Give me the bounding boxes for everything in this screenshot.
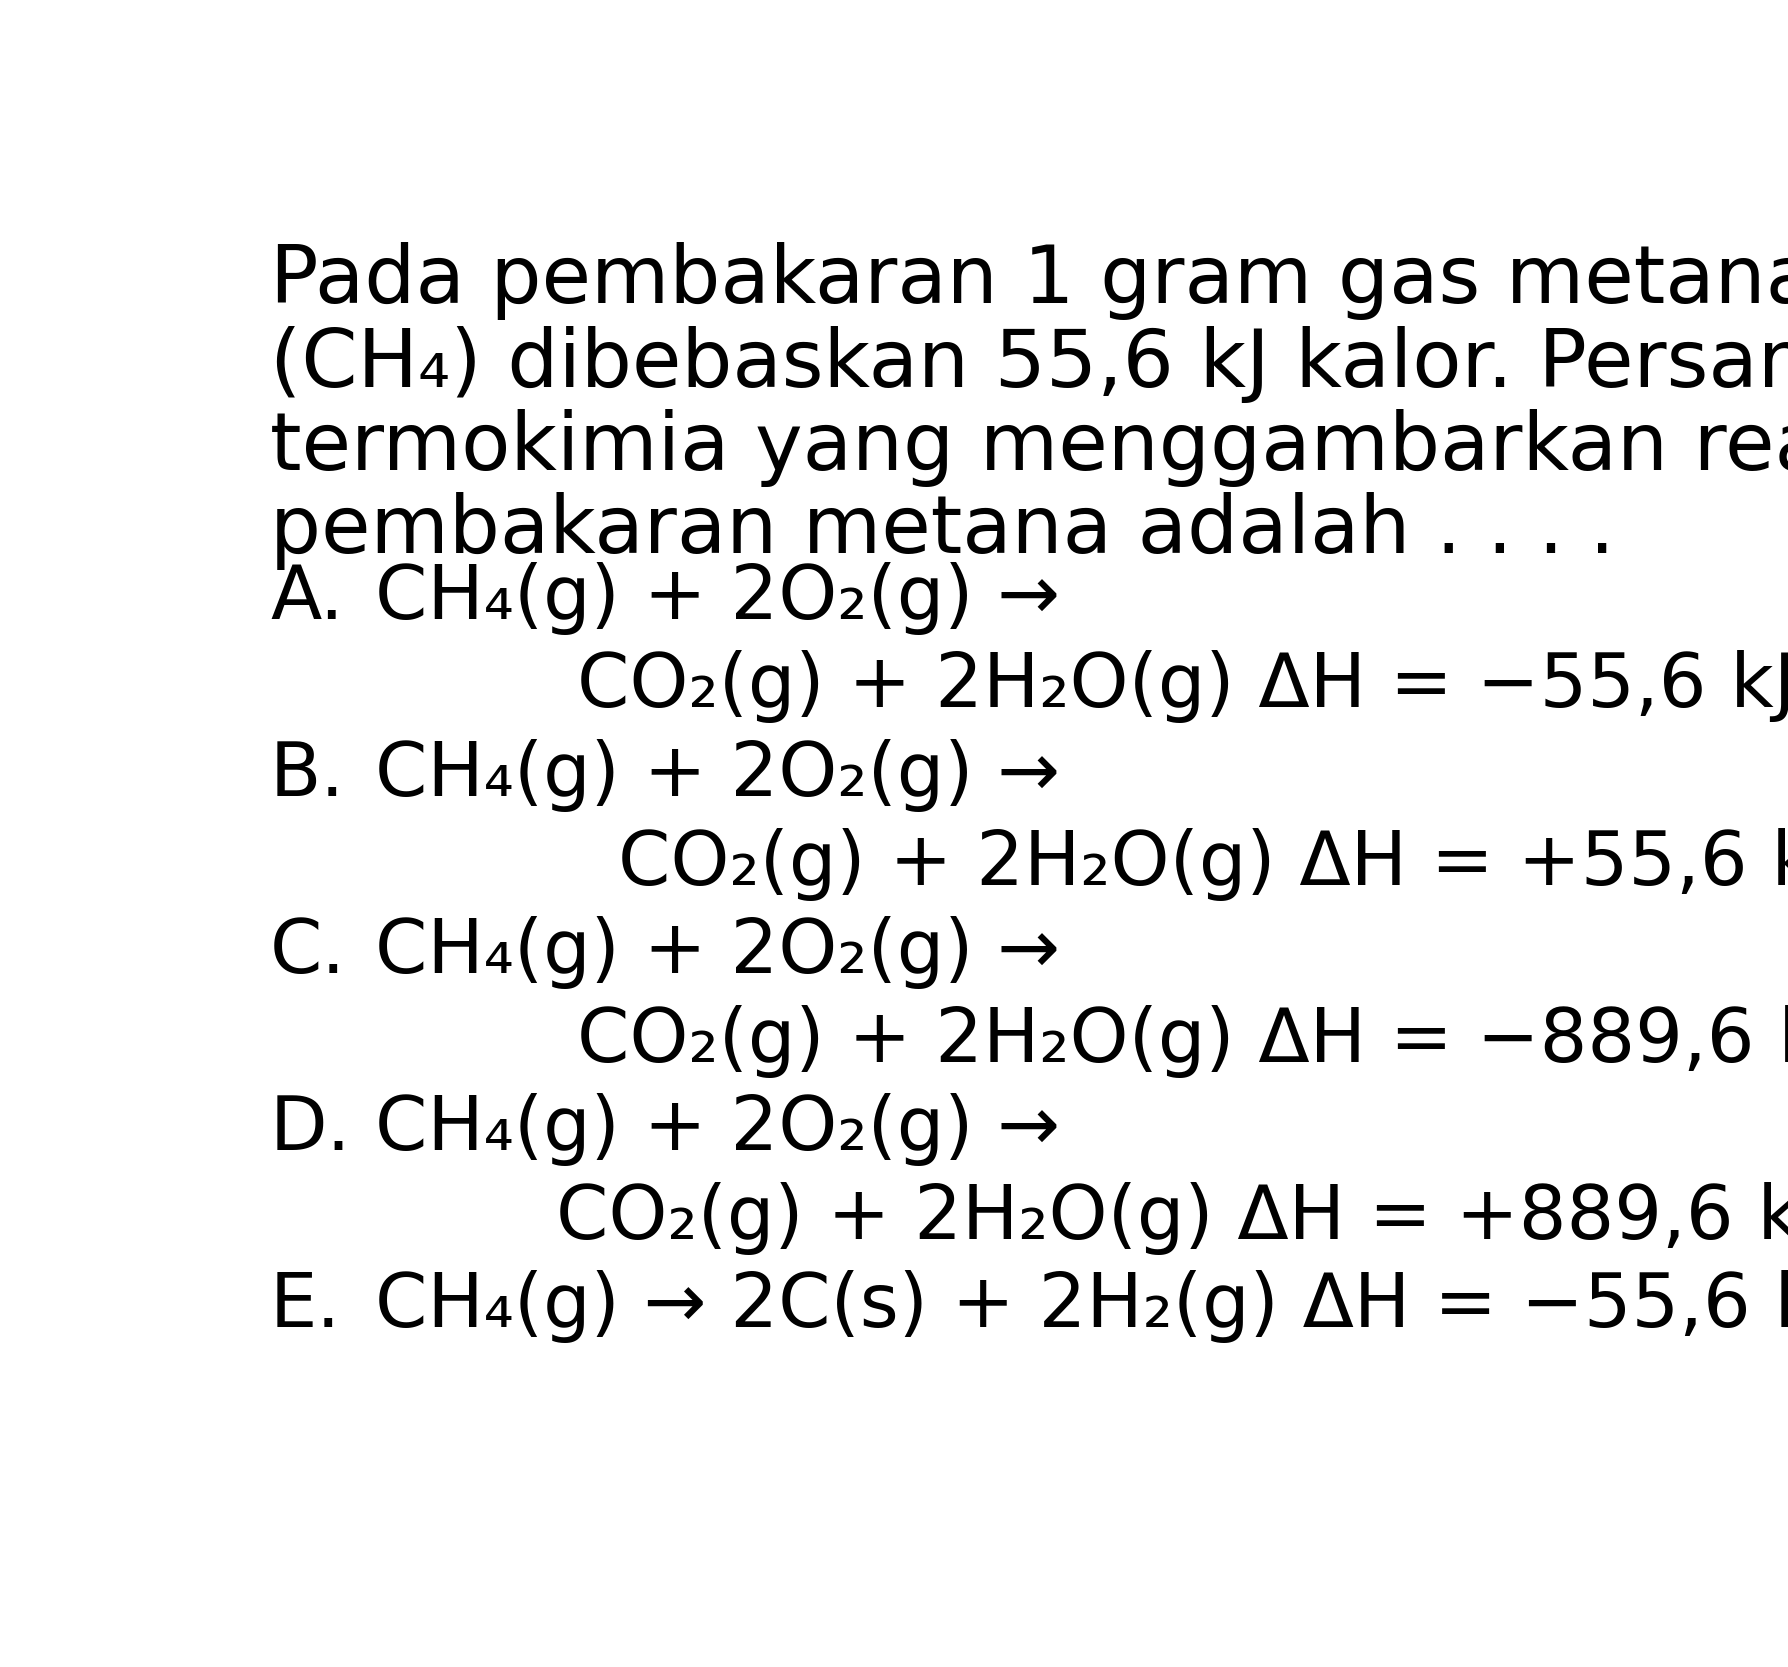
- Text: CH₄(g) → 2C(s) + 2H₂(g) ΔH = −55,6 kJ: CH₄(g) → 2C(s) + 2H₂(g) ΔH = −55,6 kJ: [375, 1270, 1788, 1344]
- Text: CO₂(g) + 2H₂O(g) ΔH = −889,6 kJ: CO₂(g) + 2H₂O(g) ΔH = −889,6 kJ: [578, 1005, 1788, 1077]
- Text: C.: C.: [270, 917, 347, 989]
- Text: CH₄(g) + 2O₂(g) →: CH₄(g) + 2O₂(g) →: [375, 917, 1060, 989]
- Text: CH₄(g) + 2O₂(g) →: CH₄(g) + 2O₂(g) →: [375, 1094, 1060, 1167]
- Text: Pada pembakaran 1 gram gas metana: Pada pembakaran 1 gram gas metana: [270, 242, 1788, 320]
- Text: termokimia yang menggambarkan reaksi: termokimia yang menggambarkan reaksi: [270, 408, 1788, 487]
- Text: B.: B.: [270, 738, 345, 812]
- Text: CH₄(g) + 2O₂(g) →: CH₄(g) + 2O₂(g) →: [375, 738, 1060, 812]
- Text: D.: D.: [270, 1094, 352, 1167]
- Text: CO₂(g) + 2H₂O(g) ΔH = +889,6 kJ: CO₂(g) + 2H₂O(g) ΔH = +889,6 kJ: [556, 1182, 1788, 1255]
- Text: A.: A.: [270, 562, 343, 635]
- Text: CO₂(g) + 2H₂O(g) ΔH = −55,6 kJ: CO₂(g) + 2H₂O(g) ΔH = −55,6 kJ: [578, 650, 1788, 723]
- Text: CO₂(g) + 2H₂O(g) ΔH = +55,6 kJ: CO₂(g) + 2H₂O(g) ΔH = +55,6 kJ: [619, 827, 1788, 900]
- Text: E.: E.: [270, 1270, 342, 1344]
- Text: CH₄(g) + 2O₂(g) →: CH₄(g) + 2O₂(g) →: [375, 562, 1060, 635]
- Text: (CH₄) dibebaskan 55,6 kJ kalor. Persamaan: (CH₄) dibebaskan 55,6 kJ kalor. Persamaa…: [270, 325, 1788, 403]
- Text: pembakaran metana adalah . . . .: pembakaran metana adalah . . . .: [270, 492, 1615, 570]
